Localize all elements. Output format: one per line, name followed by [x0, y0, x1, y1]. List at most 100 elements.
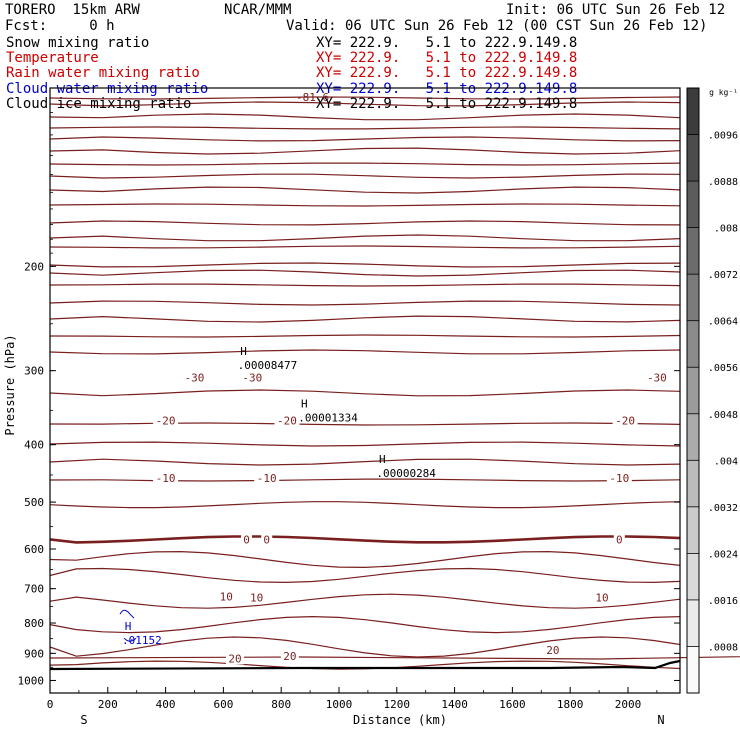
temperature-contour-label: 10	[220, 591, 233, 604]
field-name-rain: Rain water mixing ratio	[6, 65, 200, 81]
isotherm-line	[49, 441, 681, 447]
colorbar-segment	[687, 413, 699, 461]
y-tick-label: 300	[24, 365, 44, 378]
x-tick-label: 2000	[615, 698, 642, 711]
temperature-contour-label: 10	[250, 592, 263, 605]
isotherm-line	[49, 283, 681, 287]
isotherm-line	[49, 656, 740, 660]
colorbar-unit: g kg⁻¹	[709, 88, 738, 97]
x-axis-label: Distance (km)	[353, 713, 447, 727]
y-tick-label: 900	[24, 647, 44, 660]
colorbar-tick-label: .0096	[708, 131, 738, 142]
x-tick-label: 1000	[326, 698, 353, 711]
init-time: Init: 06 UTC Sun 26 Feb 12	[506, 2, 726, 18]
x-axis-north-label: N	[657, 713, 664, 727]
contour-label-bg	[217, 589, 236, 603]
isotherm-line	[49, 113, 681, 121]
extremum-symbol: H	[240, 345, 247, 358]
isotherm-line	[49, 269, 681, 277]
isotherm-line	[49, 389, 681, 397]
temperature-contour-label: -10	[609, 472, 629, 485]
colorbar-segment	[687, 134, 699, 182]
colorbar-segment	[687, 181, 699, 229]
temperature-contour-label: -30	[242, 371, 262, 384]
field-xy-rain: XY= 222.9. 5.1 to 222.9.149.8	[316, 65, 578, 81]
colorbar-segment	[687, 367, 699, 415]
contour-label-bg	[644, 370, 670, 384]
colorbar-tick-label: .0064	[708, 317, 738, 328]
isotherm-line	[49, 101, 681, 107]
isotherm-line	[49, 300, 681, 306]
temperature-contour-label: -10	[156, 472, 176, 485]
contour-label-bg	[612, 413, 638, 427]
contour-label-bg	[239, 370, 265, 384]
x-tick-label: 1400	[441, 698, 468, 711]
y-tick-label: 500	[24, 496, 44, 509]
extremum-symbol: H	[379, 453, 386, 466]
isotherm-line	[49, 478, 681, 482]
cloud-water-contour	[119, 609, 135, 619]
isotherm-line	[49, 126, 681, 130]
isotherm-line	[49, 567, 681, 584]
isotherm-line	[49, 349, 681, 355]
contour-label-bg	[254, 470, 280, 484]
forecast-hour: Fcst: 0 h	[5, 18, 115, 34]
isotherm-line	[49, 501, 681, 509]
temperature-contour-label: 0	[263, 533, 270, 546]
y-axis-label: Pressure (hPa)	[3, 334, 17, 435]
org-title: NCAR/MMM	[224, 2, 292, 18]
isotherm-line	[49, 203, 681, 207]
temperature-contour-label: -20	[615, 414, 635, 427]
colorbar-segment	[687, 646, 699, 694]
contour-label-bg	[592, 590, 611, 604]
colorbar-tick-label: .0024	[708, 549, 738, 560]
extremum-value: .01152	[122, 634, 162, 647]
isotherm-line	[49, 615, 681, 634]
contour-label-bg	[247, 590, 266, 604]
field-name-temperature: Temperature	[6, 50, 99, 66]
colorbar-tick-label: .004	[714, 456, 738, 467]
isotherm-line	[49, 550, 681, 569]
extremum-symbol: H	[125, 620, 132, 633]
colorbar-tick-label: .0048	[708, 410, 738, 421]
colorbar-tick-label: .0032	[708, 503, 738, 514]
colorbar-tick-label: .008	[714, 224, 738, 235]
contour-label-bg	[543, 642, 562, 656]
field-name-cloud-ice: Cloud ice mixing ratio	[6, 96, 192, 112]
isotherm-line	[49, 262, 681, 268]
colorbar-frame	[686, 87, 700, 694]
isotherm-line	[49, 96, 681, 100]
colorbar-tick-label: .0016	[708, 596, 738, 607]
temperature-contour-label: -20	[277, 414, 297, 427]
contour-label-bg	[280, 649, 299, 663]
extremum-value: .00008477	[238, 359, 298, 372]
isotherm-line	[49, 220, 681, 226]
colorbar-segment	[687, 506, 699, 554]
x-tick-label: 1200	[384, 698, 411, 711]
field-xy-cloud-water: XY= 222.9. 5.1 to 222.9.149.8	[316, 81, 578, 97]
x-tick-label: 1800	[557, 698, 584, 711]
isotherm-line	[49, 245, 681, 249]
field-xy-temperature: XY= 222.9. 5.1 to 222.9.149.8	[316, 50, 578, 66]
y-tick-label: 600	[24, 543, 44, 556]
contour-label-bg	[225, 651, 244, 665]
temperature-contour-label: 0	[616, 533, 623, 546]
extremum-value: .00000284	[376, 467, 436, 480]
colorbar-tick-label: .0088	[708, 177, 738, 188]
contour-label-bg	[274, 413, 300, 427]
temperature-contour-label: -20	[156, 414, 176, 427]
contour-label-bg	[613, 532, 625, 546]
isotherm-line	[49, 593, 681, 609]
contour-label-bg	[261, 532, 273, 546]
y-tick-label: 700	[24, 583, 44, 596]
colorbar-segment	[687, 88, 699, 136]
temperature-contour-label: -30	[185, 371, 205, 384]
x-tick-label: 400	[156, 698, 176, 711]
isotherm-line	[49, 147, 681, 155]
temperature-contour-label: 20	[228, 652, 241, 665]
temperature-contour-label: 20	[283, 650, 296, 663]
x-axis-south-label: S	[80, 713, 87, 727]
temperature-contour-label: 0	[243, 533, 250, 546]
field-name-cloud-water: Cloud water mixing ratio	[6, 81, 209, 97]
